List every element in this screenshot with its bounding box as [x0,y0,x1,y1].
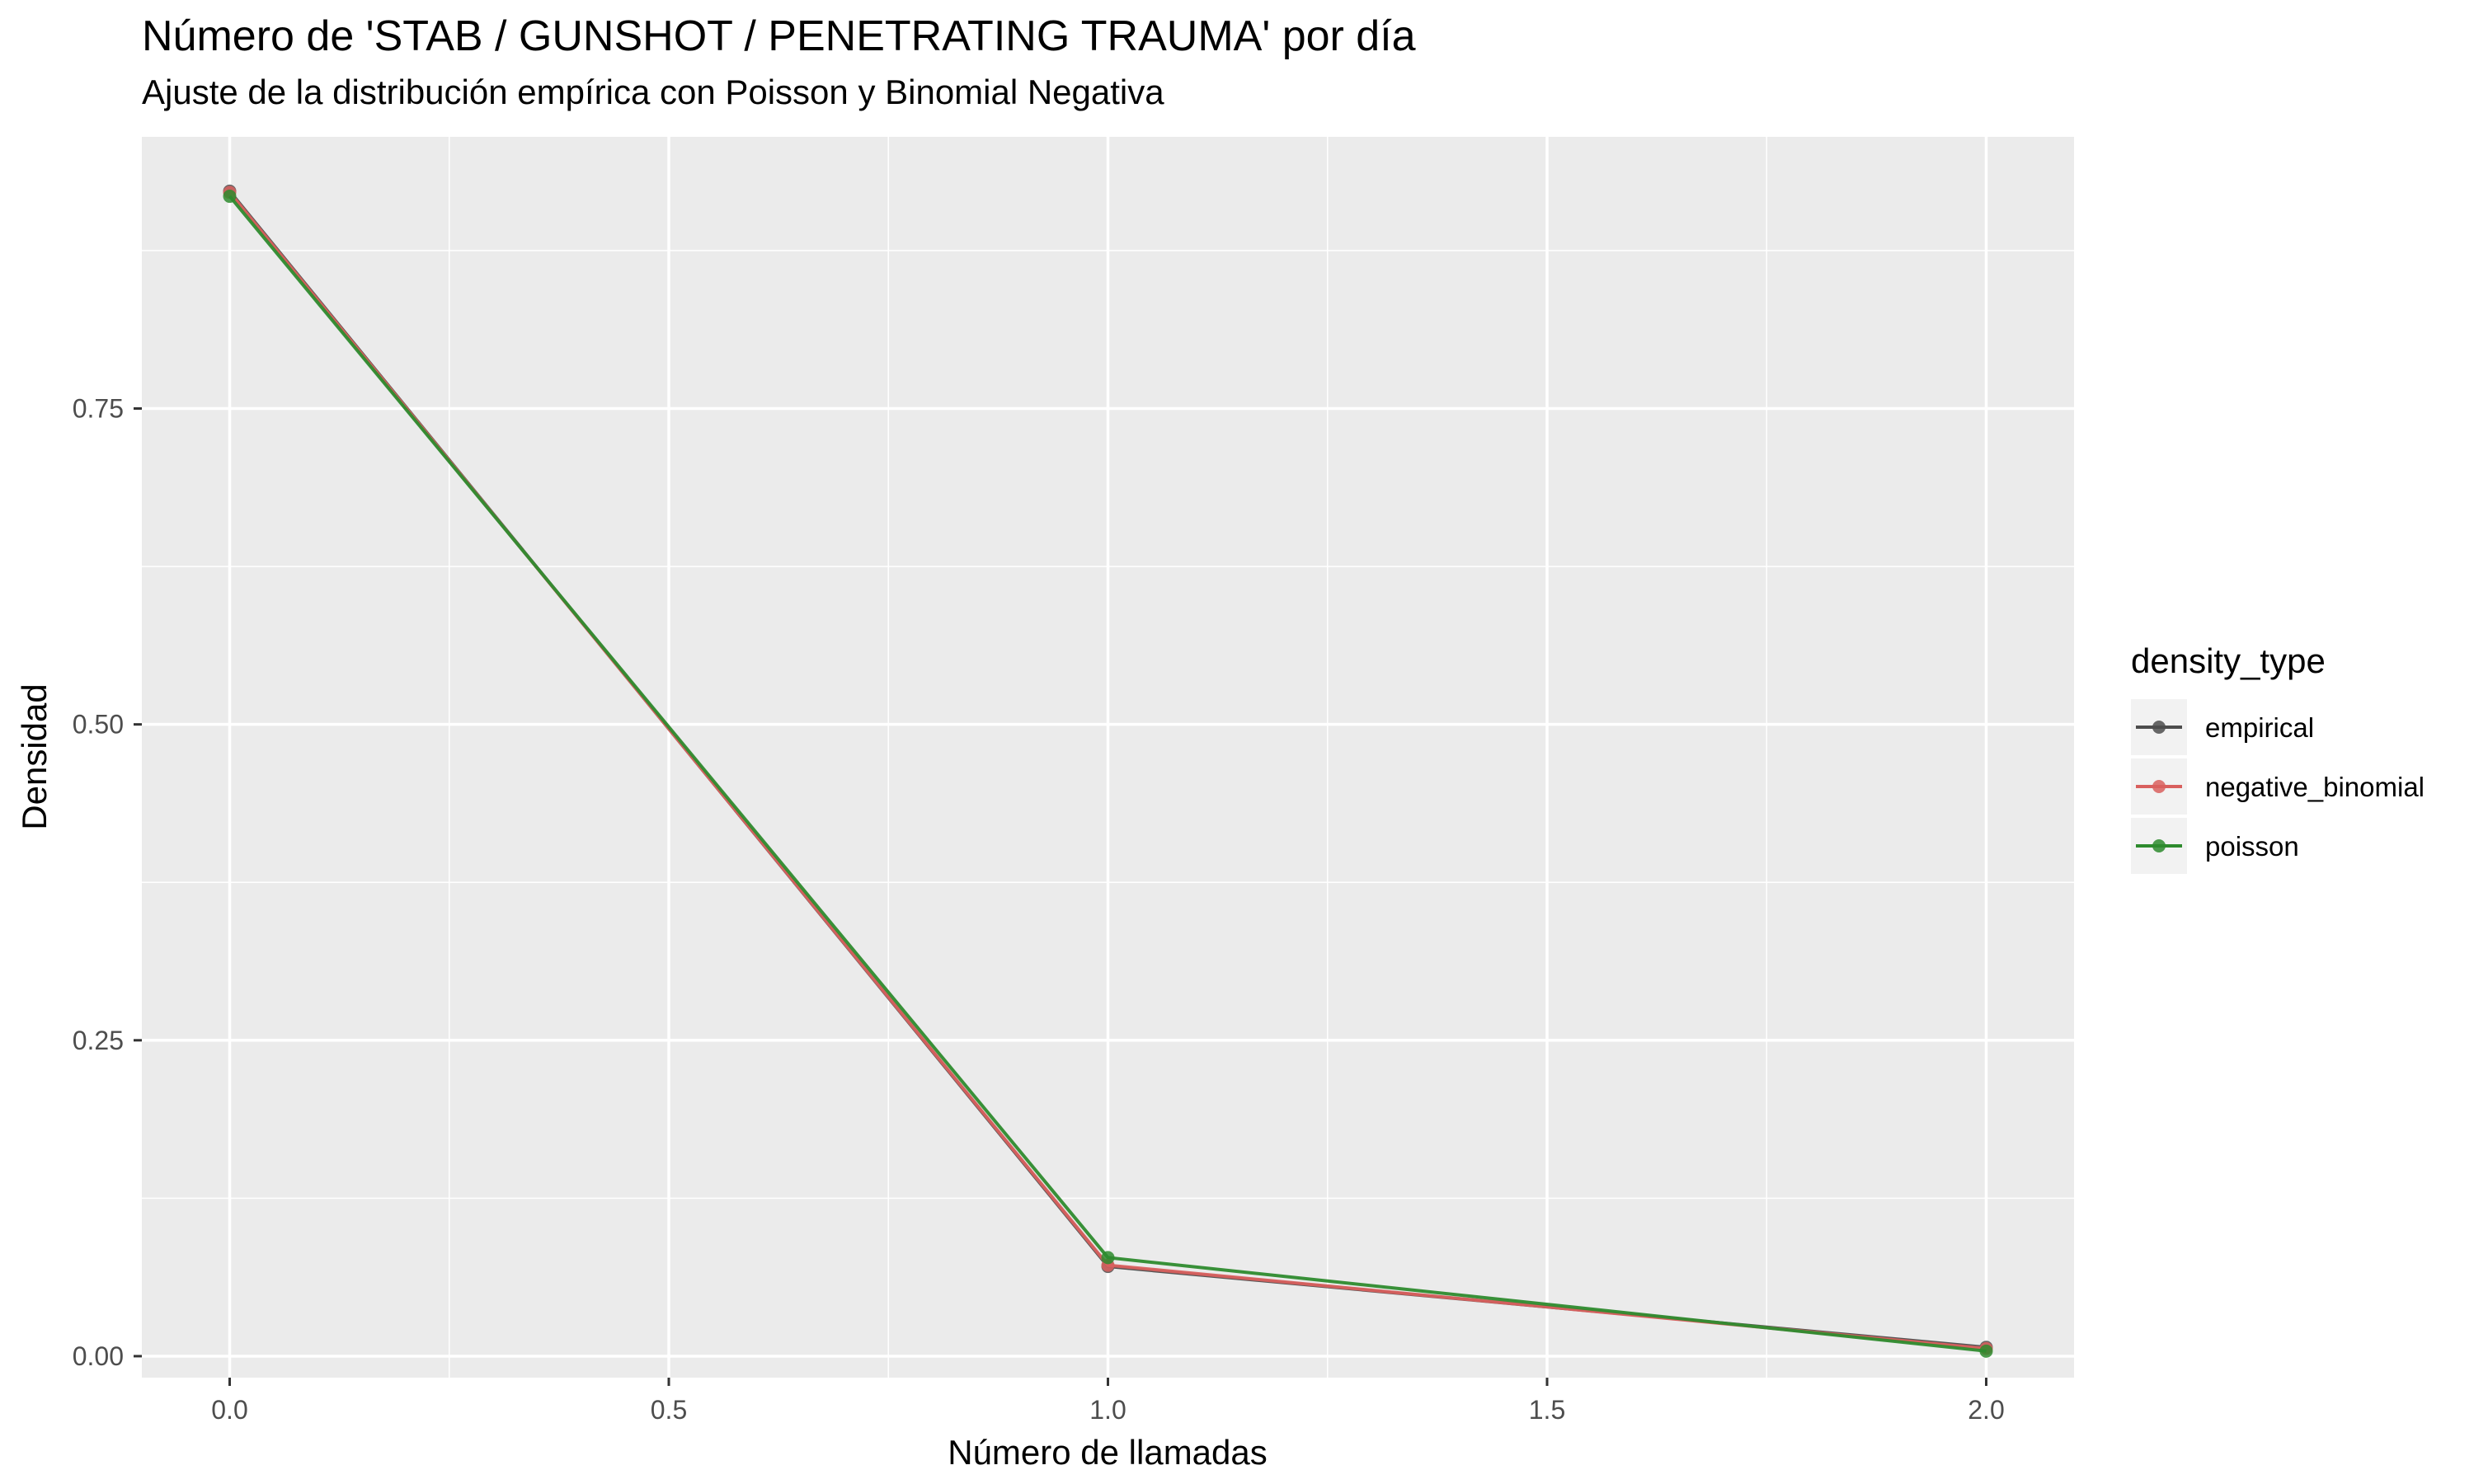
data-point-poisson [1101,1251,1115,1265]
x-tick-label: 0.5 [651,1395,687,1425]
legend-item-negative-binomial: negative_binomial [2131,758,2425,815]
chart-subtitle: Ajuste de la distribución empírica con P… [142,73,1164,111]
legend-item-empirical: empirical [2131,699,2314,755]
y-tick-label: 0.75 [73,394,124,424]
x-axis-title: Número de llamadas [948,1433,1268,1472]
y-axis: 0.00 0.25 0.50 0.75 [73,394,142,1371]
legend-title: density_type [2131,641,2326,680]
legend-key-point [2152,721,2166,734]
y-axis-title: Densidad [15,683,54,829]
x-tick-label: 1.0 [1089,1395,1126,1425]
legend-label-poisson: poisson [2205,831,2299,862]
data-point-poisson [1979,1344,1993,1358]
y-tick-label: 0.50 [73,710,124,740]
y-tick-label: 0.00 [73,1341,124,1371]
x-axis: 0.0 0.5 1.0 1.5 2.0 [211,1378,2005,1425]
y-tick-label: 0.25 [73,1026,124,1055]
x-tick-label: 0.0 [211,1395,247,1425]
x-tick-label: 1.5 [1529,1395,1565,1425]
legend-key-point [2152,839,2166,852]
legend-key-point [2152,780,2166,793]
legend-label-empirical: empirical [2205,712,2314,743]
legend-label-negative-binomial: negative_binomial [2205,772,2425,802]
legend-item-poisson: poisson [2131,818,2299,874]
major-gridlines [142,137,2074,1378]
data-point-poisson [223,190,237,204]
series-layer [223,184,1993,1358]
legend: density_type empirical negative_binomialp… [2131,641,2425,874]
x-tick-label: 2.0 [1968,1395,2004,1425]
chart-title: Número de 'STAB / GUNSHOT / PENETRATING … [142,12,1416,60]
